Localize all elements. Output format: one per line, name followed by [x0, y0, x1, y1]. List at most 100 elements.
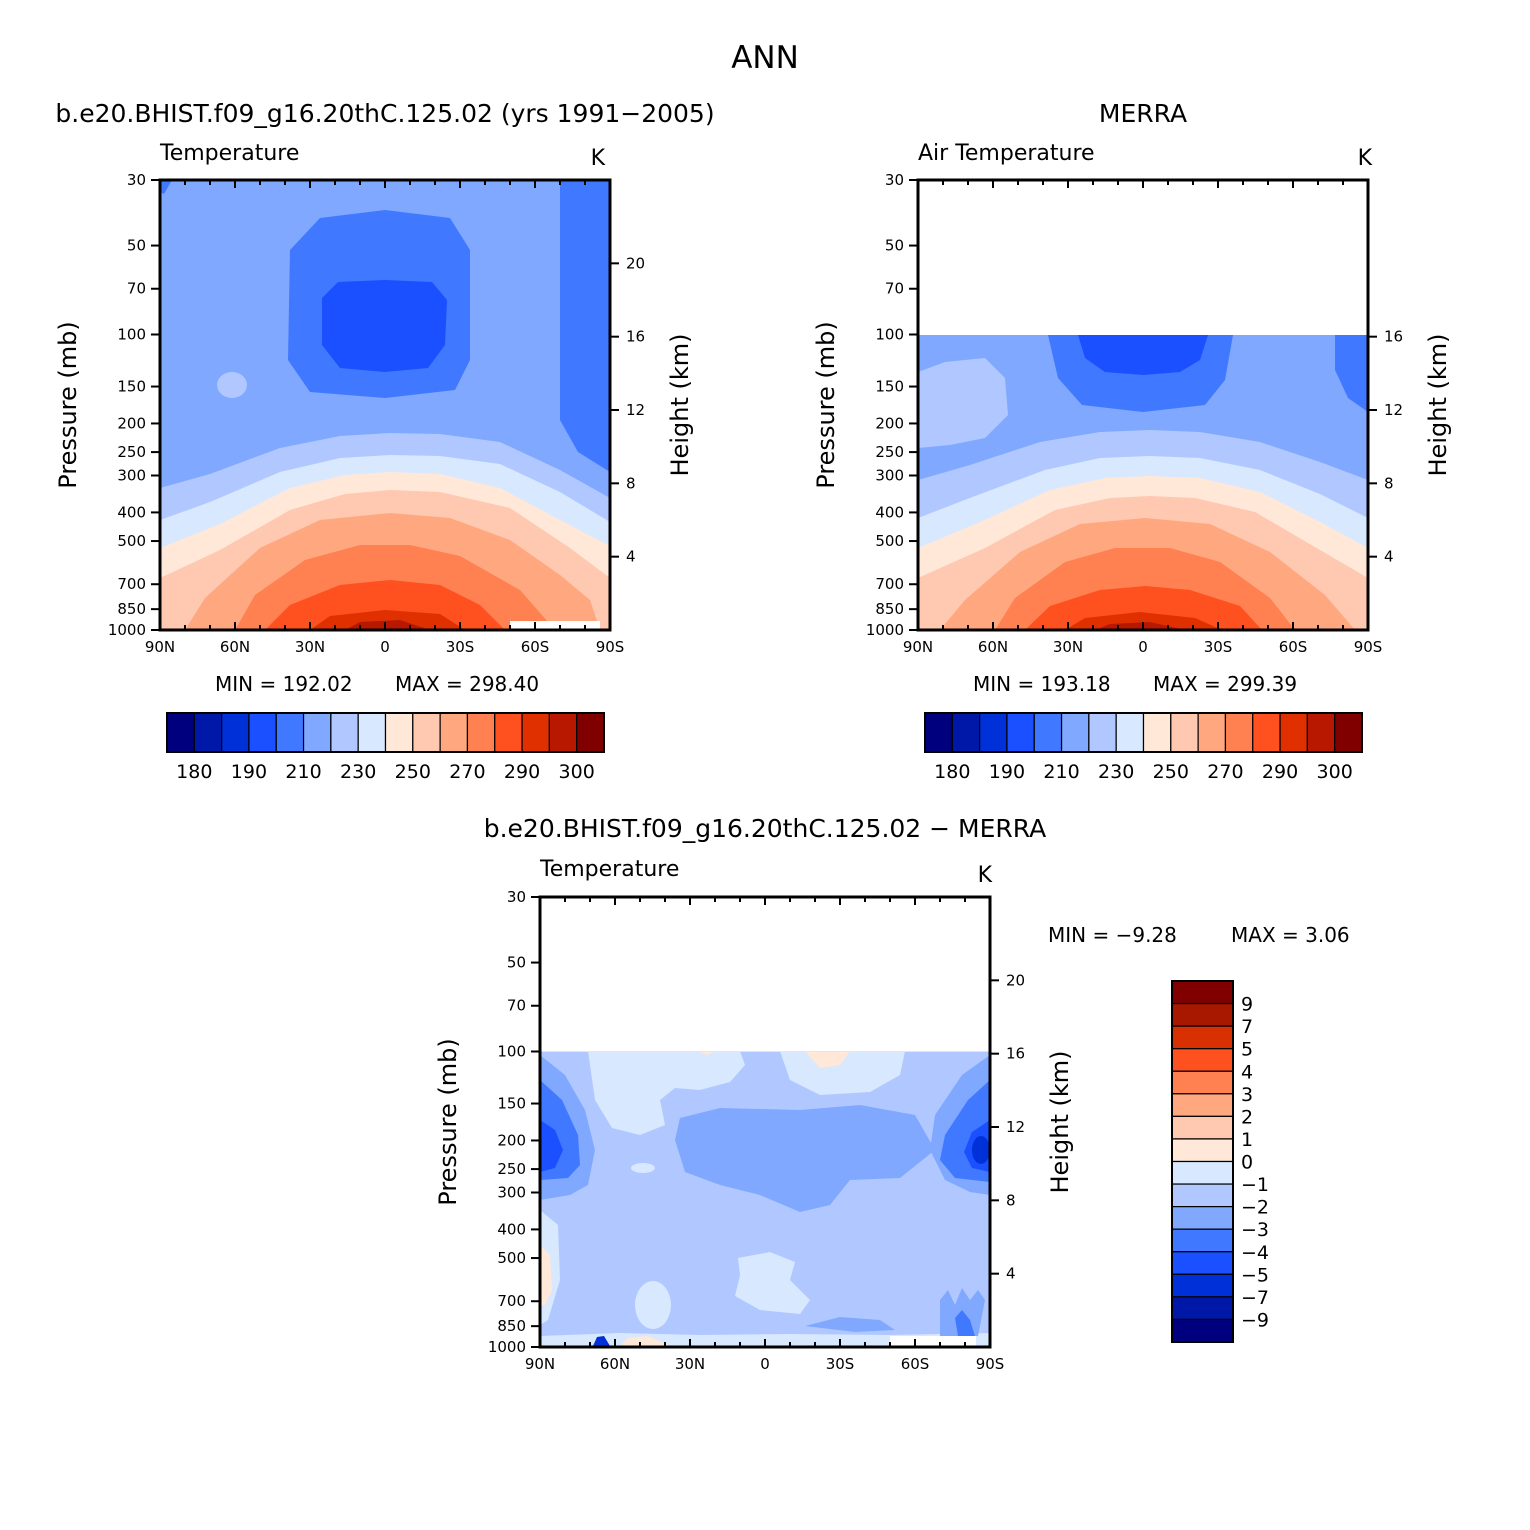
y-tick-label: 300 — [497, 1183, 526, 1201]
colorbar-swatch — [357, 712, 387, 753]
contour-band — [635, 1281, 671, 1329]
x-tick-label: 90N — [525, 1355, 555, 1373]
colorbar-swatch — [1171, 1273, 1234, 1298]
colorbar-label: 290 — [1262, 761, 1298, 783]
y-tick-label: 500 — [875, 532, 904, 550]
panel-obs-units: K — [1358, 146, 1373, 171]
y-tick-label: 500 — [497, 1249, 526, 1267]
y2-tick-label: 16 — [626, 328, 645, 346]
panel-diff-variable: Temperature — [539, 857, 679, 882]
colorbar-swatch — [330, 712, 359, 753]
contour-band — [780, 1051, 905, 1095]
colorbar-swatch — [1033, 712, 1063, 753]
colorbar-swatch — [1224, 712, 1254, 753]
contour-band — [620, 1336, 670, 1346]
x-tick-label: 0 — [1138, 638, 1148, 656]
colorbar-swatch — [1306, 712, 1336, 753]
y-tick-label: 30 — [885, 171, 904, 189]
colorbar-swatch — [193, 712, 223, 753]
y2-tick-label: 12 — [1384, 401, 1403, 419]
x-tick-label: 90N — [903, 638, 933, 656]
y2-tick-label: 8 — [1384, 474, 1394, 492]
colorbar-label: 210 — [1043, 761, 1079, 783]
y-tick-label: 500 — [117, 532, 146, 550]
colorbar-swatch — [1171, 1160, 1234, 1185]
panel-diff-axes: 90N 60N 30N 0 30S 60S 90S 30 50 70 100 150 200 250 300… — [488, 888, 1025, 1373]
colorbar-swatch — [1171, 1296, 1234, 1321]
colorbar-swatch — [1252, 712, 1281, 753]
panel-obs: MERRA Air Temperature K 90N 60N 30N 0 30S 60S… — [812, 99, 1452, 783]
colorbar-swatch — [1171, 1025, 1234, 1050]
colorbar-swatch — [1334, 712, 1363, 753]
colorbar-label: 4 — [1241, 1061, 1253, 1083]
y-tick-label: 250 — [117, 443, 146, 461]
y-tick-label: 1000 — [866, 621, 904, 639]
colorbar-swatch — [275, 712, 305, 753]
contour-band — [805, 1317, 895, 1332]
y2-tick-label: 4 — [1006, 1265, 1016, 1283]
colorbar-label: 230 — [1098, 761, 1134, 783]
colorbar-swatch — [1171, 1002, 1234, 1027]
colorbar-swatch — [1171, 980, 1234, 1005]
y-tick-label: 50 — [507, 954, 526, 972]
colorbar-swatch — [1006, 712, 1035, 753]
contour-band — [1335, 335, 1368, 412]
panel-model: b.e20.BHIST.f09_g16.20thC.125.02 (yrs 19… — [54, 99, 715, 783]
panel-diff-field — [540, 1051, 990, 1346]
x-tick-label: 30N — [1053, 638, 1083, 656]
panel-model-colorbar: 180 190 210 230 250 270 290 300 — [166, 712, 605, 783]
colorbar-swatch — [979, 712, 1008, 753]
y-tick-label: 1000 — [488, 1338, 526, 1356]
colorbar-swatch — [1170, 712, 1199, 753]
y2-tick-label: 20 — [1006, 971, 1025, 989]
panel-obs-field — [918, 335, 1368, 630]
y-tick-label: 700 — [117, 575, 146, 593]
colorbar-label: −4 — [1241, 1242, 1269, 1264]
colorbar-label: 250 — [395, 761, 431, 783]
colorbar-frame — [166, 712, 605, 753]
colorbar-swatch — [924, 712, 953, 753]
x-tick-label: 60S — [521, 638, 550, 656]
colorbar-label: 270 — [449, 761, 485, 783]
y2-tick-label: 12 — [1006, 1118, 1025, 1136]
y2-tick-label: 16 — [1384, 328, 1403, 346]
contour-band — [322, 280, 447, 372]
colorbar-label: 250 — [1153, 761, 1189, 783]
contour-band — [540, 1245, 552, 1305]
panel-model-subtitle: b.e20.BHIST.f09_g16.20thC.125.02 (yrs 19… — [55, 99, 714, 128]
colorbar-frame — [924, 712, 1363, 753]
panel-diff-ylabel: Pressure (mb) — [434, 1038, 462, 1205]
colorbar-swatch — [302, 712, 332, 753]
x-tick-label: 60N — [220, 638, 250, 656]
y-tick-label: 150 — [875, 378, 904, 396]
contour-band — [345, 620, 430, 630]
y-tick-label: 400 — [497, 1220, 526, 1238]
y-tick-label: 250 — [875, 443, 904, 461]
contour-band — [1065, 612, 1222, 630]
x-tick-label: 30S — [826, 1355, 855, 1373]
colorbar-label: 1 — [1241, 1129, 1253, 1151]
y-tick-label: 700 — [497, 1292, 526, 1310]
y2-tick-label: 12 — [626, 401, 645, 419]
colorbar-swatch — [951, 712, 981, 753]
colorbar-swatch — [1142, 712, 1172, 753]
panel-obs-max: MAX = 299.39 — [1153, 672, 1297, 696]
panel-model-ylabel: Pressure (mb) — [54, 321, 82, 488]
y-tick-label: 200 — [497, 1131, 526, 1149]
y-tick-label: 50 — [127, 237, 146, 255]
contour-band — [631, 1163, 655, 1173]
colorbar-label: 210 — [285, 761, 321, 783]
colorbar-swatch — [521, 712, 550, 753]
colorbar-label: 230 — [340, 761, 376, 783]
colorbar-label: 270 — [1207, 761, 1243, 783]
contour-band — [972, 1136, 990, 1164]
y2-tick-label: 8 — [1006, 1191, 1016, 1209]
x-tick-label: 60S — [1279, 638, 1308, 656]
x-tick-label: 30N — [675, 1355, 705, 1373]
y-tick-label: 150 — [497, 1095, 526, 1113]
x-tick-label: 90S — [596, 638, 625, 656]
contour-band — [675, 1105, 935, 1212]
contour-band — [955, 1310, 975, 1336]
panel-obs-subtitle: MERRA — [1099, 99, 1187, 128]
colorbar-swatch — [548, 712, 578, 753]
